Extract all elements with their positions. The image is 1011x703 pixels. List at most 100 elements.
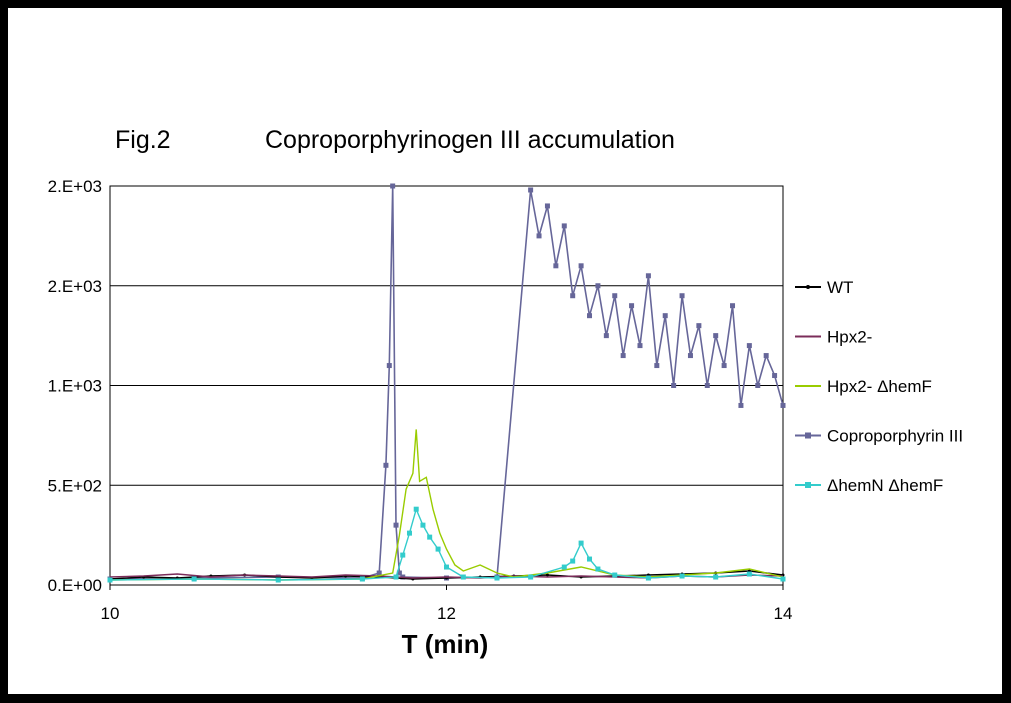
data-point (730, 303, 736, 309)
data-point (721, 363, 727, 369)
data-point (406, 530, 412, 536)
x-axis: 10 12 14 (101, 585, 793, 623)
data-point (772, 373, 778, 379)
legend-label: ΔhemN ΔhemF (827, 476, 943, 495)
y-tick-label: 5.E+02 (48, 476, 102, 495)
y-tick-label: 2.E+03 (48, 177, 102, 196)
data-point (460, 574, 466, 580)
data-point (553, 263, 559, 269)
data-point (780, 576, 786, 582)
data-point (376, 570, 382, 576)
legend-marker (806, 285, 810, 289)
data-point (393, 522, 399, 528)
series-4 (107, 506, 786, 583)
data-point (420, 522, 426, 528)
data-point (612, 572, 618, 578)
x-tick-label: 12 (437, 604, 456, 623)
data-point (780, 402, 786, 408)
legend-marker (805, 432, 811, 439)
data-point (713, 333, 719, 339)
data-point (738, 402, 744, 408)
legend-label: Coproporphyrin III (827, 427, 963, 446)
data-point (359, 576, 365, 582)
data-point (595, 283, 601, 289)
data-point (536, 233, 542, 239)
legend-label: Hpx2- ΔhemF (827, 377, 932, 396)
data-point (561, 564, 567, 570)
data-point (444, 564, 449, 570)
y-tick-label: 0.E+00 (48, 576, 102, 595)
data-point (561, 223, 567, 229)
series-line (109, 507, 784, 581)
data-point (696, 323, 702, 329)
y-tick-label: 2.E+03 (48, 277, 102, 296)
data-point (390, 183, 396, 189)
data-point (383, 462, 389, 468)
data-point (528, 187, 534, 193)
data-point (386, 363, 392, 369)
data-point (687, 353, 693, 359)
chart-title: Coproporphyrinogen III accumulation (265, 126, 675, 154)
series-line (109, 429, 784, 581)
data-point (494, 575, 500, 581)
y-tick-label: 1.E+03 (48, 377, 102, 396)
data-point (763, 353, 769, 359)
data-point (400, 552, 406, 558)
gridlines (110, 185, 783, 486)
data-point (107, 577, 113, 583)
data-point (662, 313, 668, 319)
data-point (679, 573, 685, 579)
data-point (578, 263, 584, 269)
y-axis: 0.E+00 5.E+02 1.E+03 2.E+03 2.E+03 (48, 177, 102, 595)
data-point (427, 534, 433, 540)
legend-label: Hpx2- (827, 328, 872, 347)
data-point (645, 273, 651, 279)
data-point (755, 383, 761, 388)
data-point (435, 546, 441, 552)
data-point (629, 303, 635, 309)
chart: Fig.2 Coproporphyrinogen III accumulatio… (48, 126, 963, 659)
data-point (191, 576, 197, 582)
data-point (603, 333, 609, 339)
data-point (679, 293, 685, 299)
data-point (637, 343, 643, 349)
series-2 (109, 429, 784, 581)
legend-item: Coproporphyrin III (795, 427, 963, 446)
data-point (713, 574, 719, 580)
legend-label: WT (827, 278, 853, 297)
data-point (595, 566, 601, 572)
data-point (528, 574, 534, 580)
data-point (746, 343, 752, 349)
data-point (587, 313, 593, 319)
data-point (620, 353, 626, 359)
legend-item: Hpx2- ΔhemF (795, 377, 932, 396)
legend: WT Hpx2- Hpx2- ΔhemF Coproporphyrin III Δhem… (795, 278, 963, 495)
data-point (413, 506, 419, 512)
data-point (578, 540, 584, 546)
chart-frame: Fig.2 Coproporphyrinogen III accumulatio… (8, 8, 1002, 694)
x-tick-label: 14 (774, 604, 793, 623)
data-point (545, 573, 549, 577)
x-tick-label: 10 (101, 604, 120, 623)
data-point (645, 575, 651, 581)
series-3 (107, 183, 786, 582)
data-point (704, 383, 710, 388)
data-point (654, 363, 660, 369)
data-point (570, 558, 576, 564)
figure-label: Fig.2 (115, 126, 171, 154)
data-point (393, 574, 399, 580)
data-point (612, 293, 618, 299)
legend-item: ΔhemN ΔhemF (795, 476, 943, 495)
data-point (396, 570, 402, 576)
legend-marker (805, 482, 811, 488)
data-point (746, 571, 752, 577)
data-point (570, 293, 576, 299)
data-point (587, 556, 593, 562)
legend-item: Hpx2- (795, 328, 872, 347)
series-layer (107, 183, 786, 583)
legend-item: WT (795, 278, 853, 297)
data-point (275, 577, 281, 583)
data-point (671, 383, 677, 388)
series-line (109, 185, 784, 580)
x-axis-label: T (min) (402, 629, 489, 659)
